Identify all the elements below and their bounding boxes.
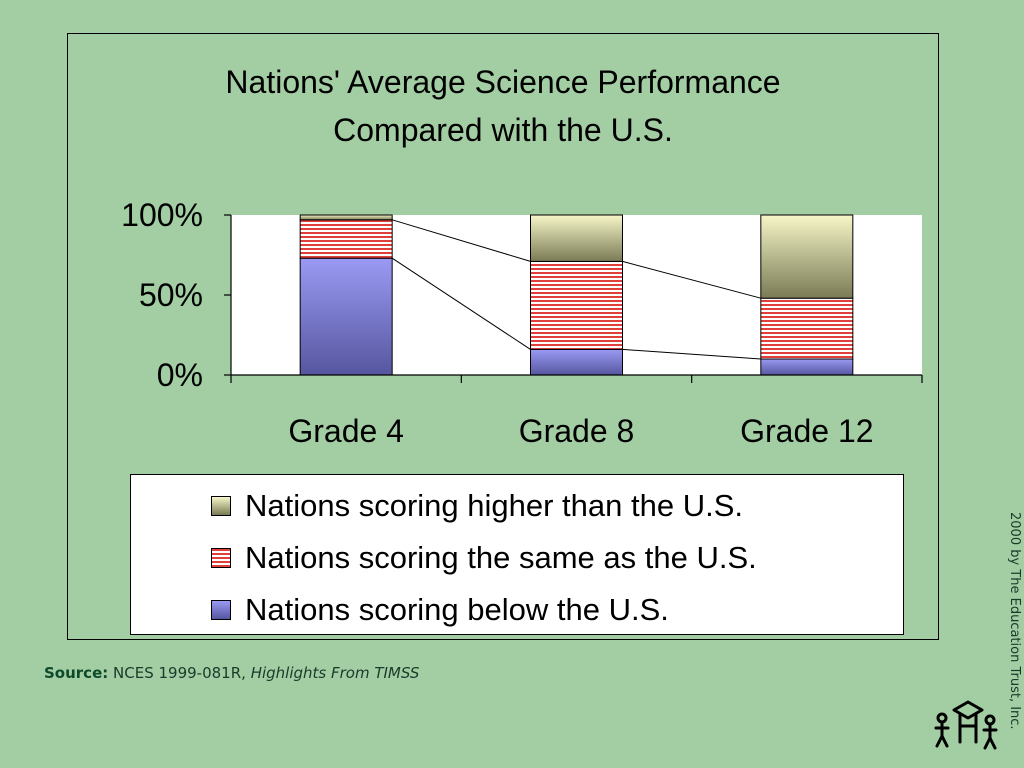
chart-title: Nations' Average Science Performance Com…	[67, 58, 939, 154]
legend-item-nations-scoring-the-same-as-the-u-s: Nations scoring the same as the U.S.	[211, 538, 757, 578]
x-tick-label-grade-4: Grade 4	[288, 413, 404, 449]
legend-item-nations-scoring-higher-than-the-u-s: Nations scoring higher than the U.S.	[211, 486, 743, 526]
legend-item-nations-scoring-below-the-u-s: Nations scoring below the U.S.	[211, 590, 669, 630]
legend-swatch-nations-scoring-the-same-as-the-u-s	[211, 548, 231, 568]
series-line-1-2-1	[391, 257, 531, 350]
source-title: Highlights From TIMSS	[250, 664, 420, 682]
y-tick-label-50: 50%	[139, 277, 203, 313]
bar-grade-4-nations-scoring-the-same-as-the-u-s	[299, 219, 393, 259]
legend-label-nations-scoring-the-same-as-the-u-s: Nations scoring the same as the U.S.	[245, 540, 757, 575]
chart-title-line-2: Compared with the U.S.	[333, 112, 673, 148]
copyright-credit: 2000 by The Education Trust, Inc.	[1007, 512, 1022, 730]
bar-grade-12-nations-scoring-below-the-u-s	[760, 358, 854, 376]
bar-grade-4-nations-scoring-higher-than-the-u-s	[299, 214, 393, 221]
legend-swatch-nations-scoring-below-the-u-s	[211, 600, 231, 620]
chart-legend: Nations scoring higher than the U.S. Nati…	[130, 474, 904, 635]
series-line-2-3-1	[622, 348, 761, 360]
legend-label-nations-scoring-below-the-u-s: Nations scoring below the U.S.	[245, 592, 669, 627]
bar-grade-8-nations-scoring-below-the-u-s	[530, 348, 623, 376]
series-line-2-3-2	[622, 260, 761, 299]
bar-grade-12-nations-scoring-higher-than-the-u-s	[760, 214, 854, 299]
legend-swatch-nations-scoring-higher-than-the-u-s	[211, 496, 231, 516]
y-tick-label-0: 0%	[157, 357, 203, 393]
series-line-1-2-2	[392, 219, 531, 262]
bar-grade-8-nations-scoring-the-same-as-the-u-s	[530, 260, 623, 350]
chart-title-line-1: Nations' Average Science Performance	[225, 64, 781, 100]
source-label: Source:	[44, 664, 109, 682]
education-trust-logo-icon	[934, 700, 998, 750]
bar-grade-12-nations-scoring-the-same-as-the-u-s	[760, 297, 854, 360]
chart-frame	[67, 33, 939, 640]
x-tick-label-grade-12: Grade 12	[740, 413, 873, 449]
source-text: NCES 1999-081R,	[113, 664, 246, 682]
legend-label-nations-scoring-higher-than-the-u-s: Nations scoring higher than the U.S.	[245, 488, 743, 523]
source-note: Source: NCES 1999-081R, Highlights From …	[44, 664, 419, 682]
bar-grade-8-nations-scoring-higher-than-the-u-s	[530, 214, 623, 262]
y-tick-label-100: 100%	[121, 197, 203, 233]
x-tick-label-grade-8: Grade 8	[519, 413, 635, 449]
bar-grade-4-nations-scoring-below-the-u-s	[299, 257, 393, 376]
